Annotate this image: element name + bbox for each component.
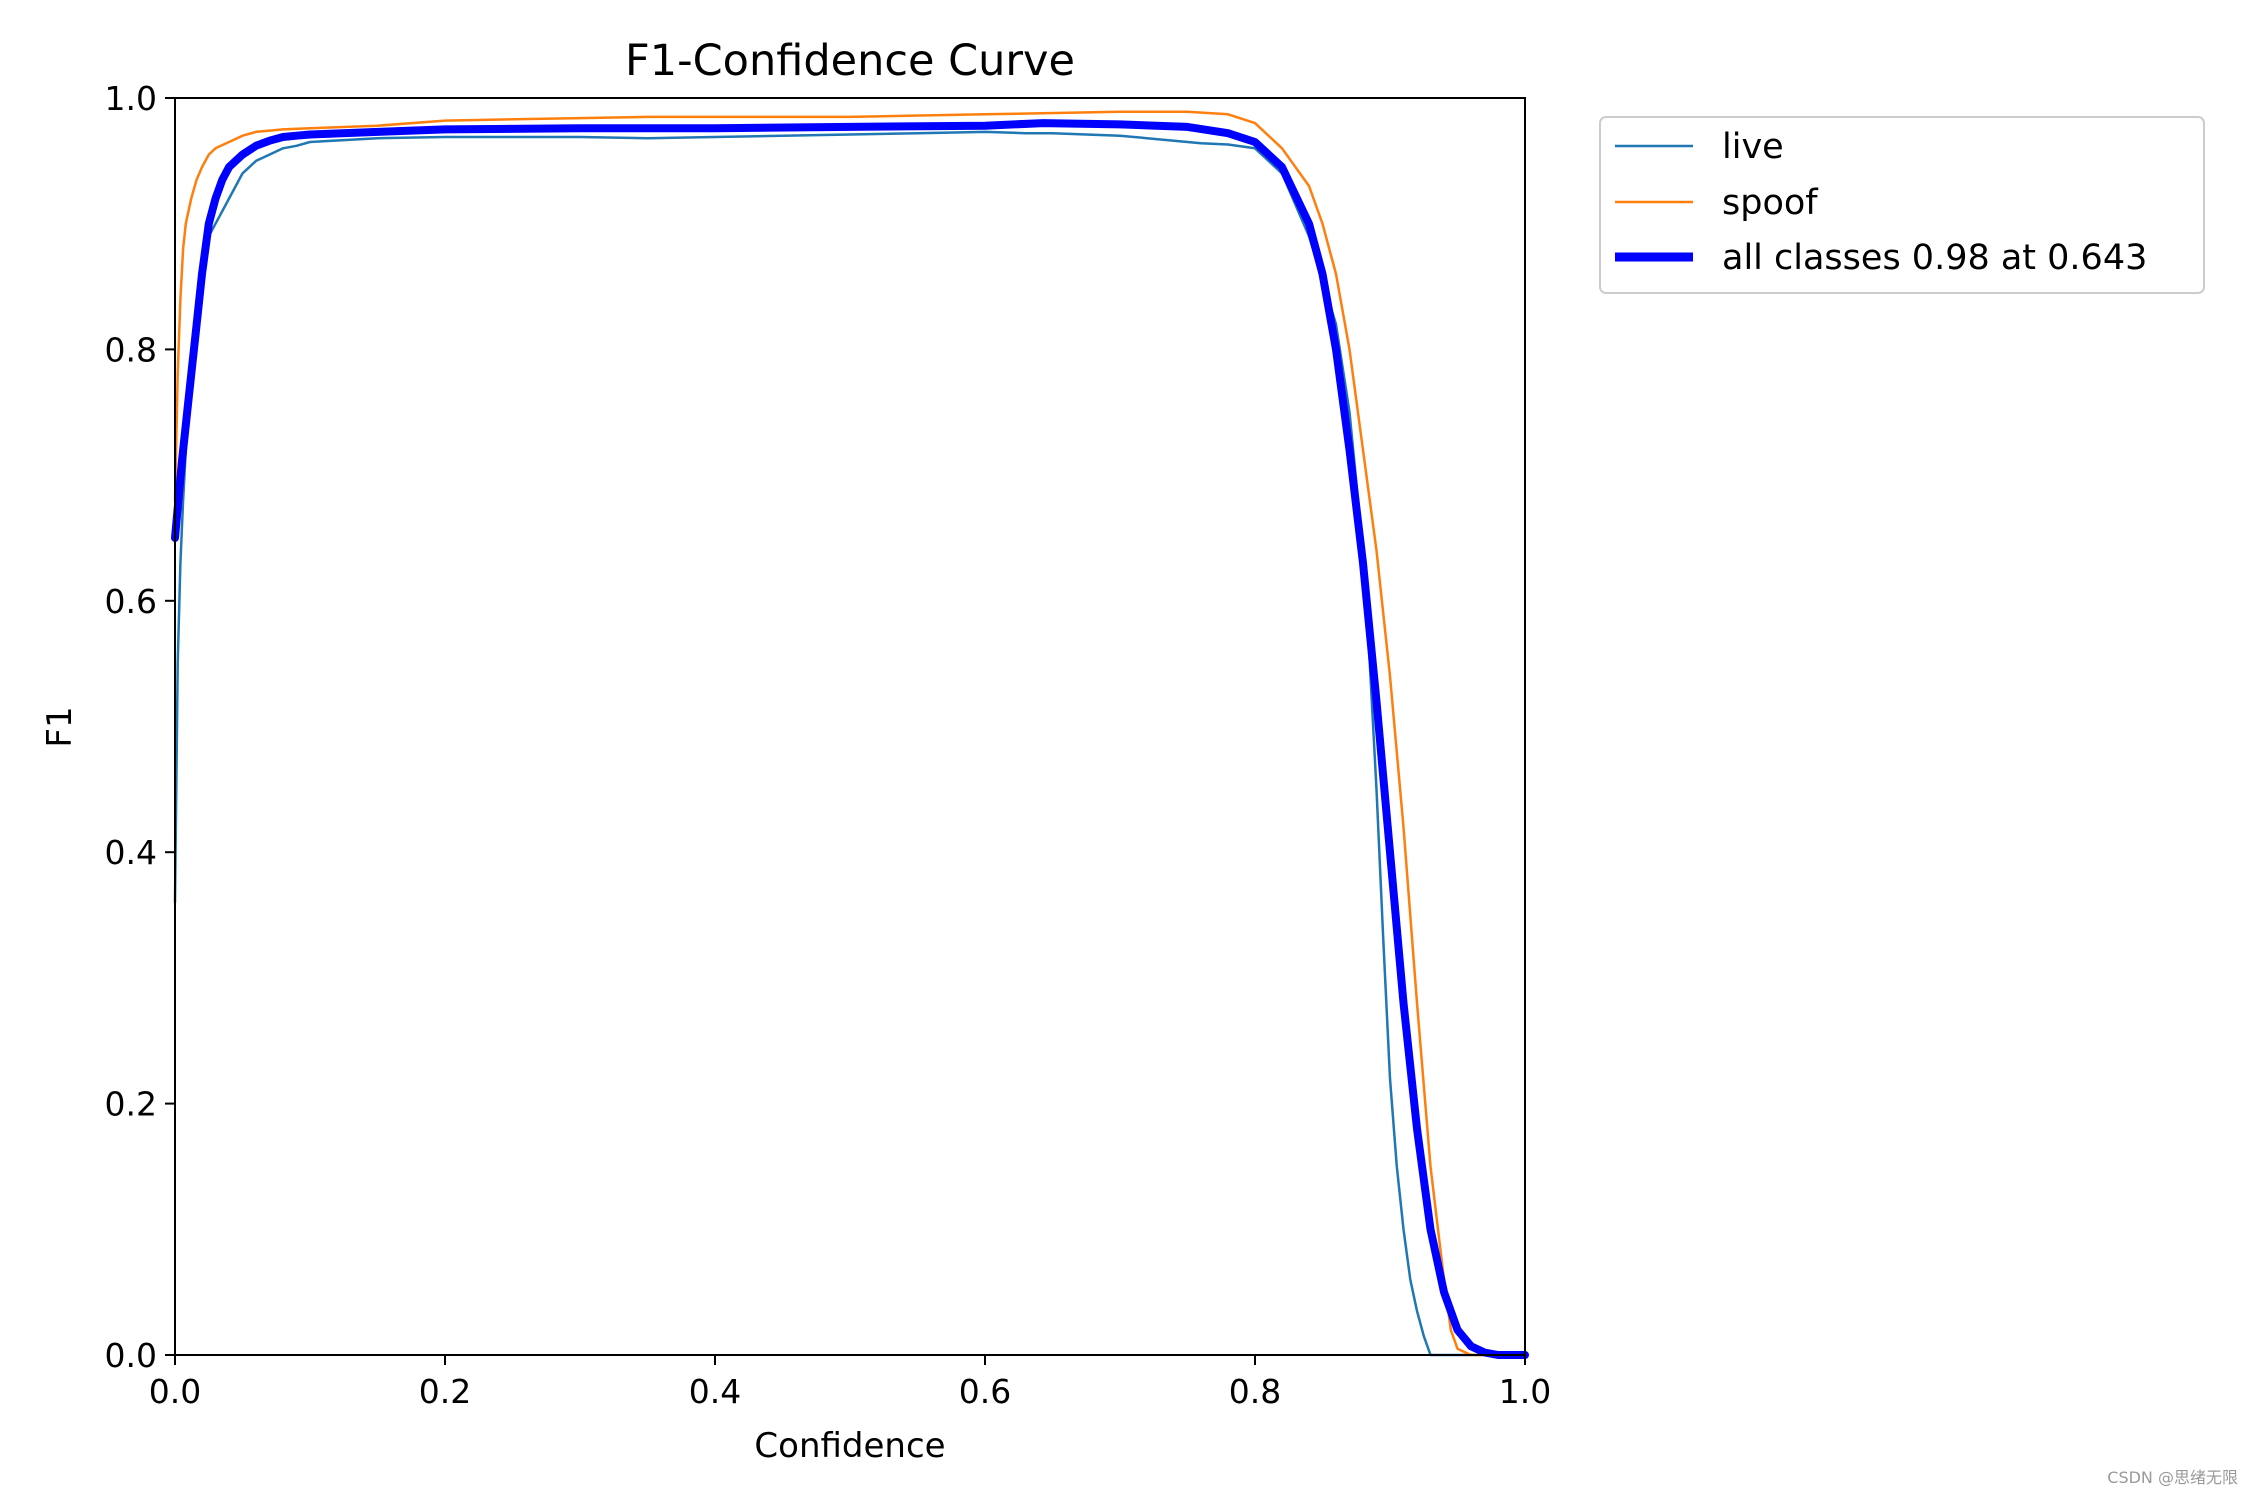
x-tick-label: 0.4 (689, 1372, 741, 1411)
y-tick-label: 0.4 (105, 833, 157, 872)
series-layer (171, 110, 1529, 1359)
x-tick-label: 0.6 (959, 1372, 1011, 1411)
legend-label-live: live (1722, 127, 1784, 167)
y-tick-label: 0.2 (105, 1085, 157, 1124)
y-tick-label: 0.8 (105, 330, 157, 369)
legend-label-all-classes: all classes 0.98 at 0.643 (1722, 238, 2147, 278)
x-tick-label: 0.0 (149, 1372, 201, 1411)
plot-frame (174, 97, 1526, 1356)
x-axis-ticks: 0.0 0.2 0.4 0.6 0.8 1.0 (149, 1355, 1551, 1411)
plot-background (175, 98, 1525, 1355)
x-tick-label: 0.8 (1229, 1372, 1281, 1411)
y-axis-label: F1 (40, 706, 80, 747)
x-axis-label: Confidence (754, 1426, 945, 1466)
x-tick-label: 0.2 (419, 1372, 471, 1411)
legend-box (1599, 116, 2205, 294)
y-tick-label: 0.6 (105, 582, 157, 621)
legend: live spoof all classes 0.98 at 0.643 (1599, 116, 2205, 294)
x-tick-label: 1.0 (1499, 1372, 1551, 1411)
y-axis-ticks: 0.0 0.2 0.4 0.6 0.8 1.0 (105, 79, 175, 1375)
chart-title: F1-Confidence Curve (625, 36, 1075, 86)
series-line-all-classes (171, 119, 1529, 1359)
watermark-text: CSDN @思绪无限 (2107, 1468, 2238, 1487)
series-line-spoof (173, 110, 1527, 1357)
legend-label-spoof: spoof (1722, 183, 1818, 223)
y-tick-label: 1.0 (105, 79, 157, 118)
y-tick-label: 0.0 (105, 1336, 157, 1375)
